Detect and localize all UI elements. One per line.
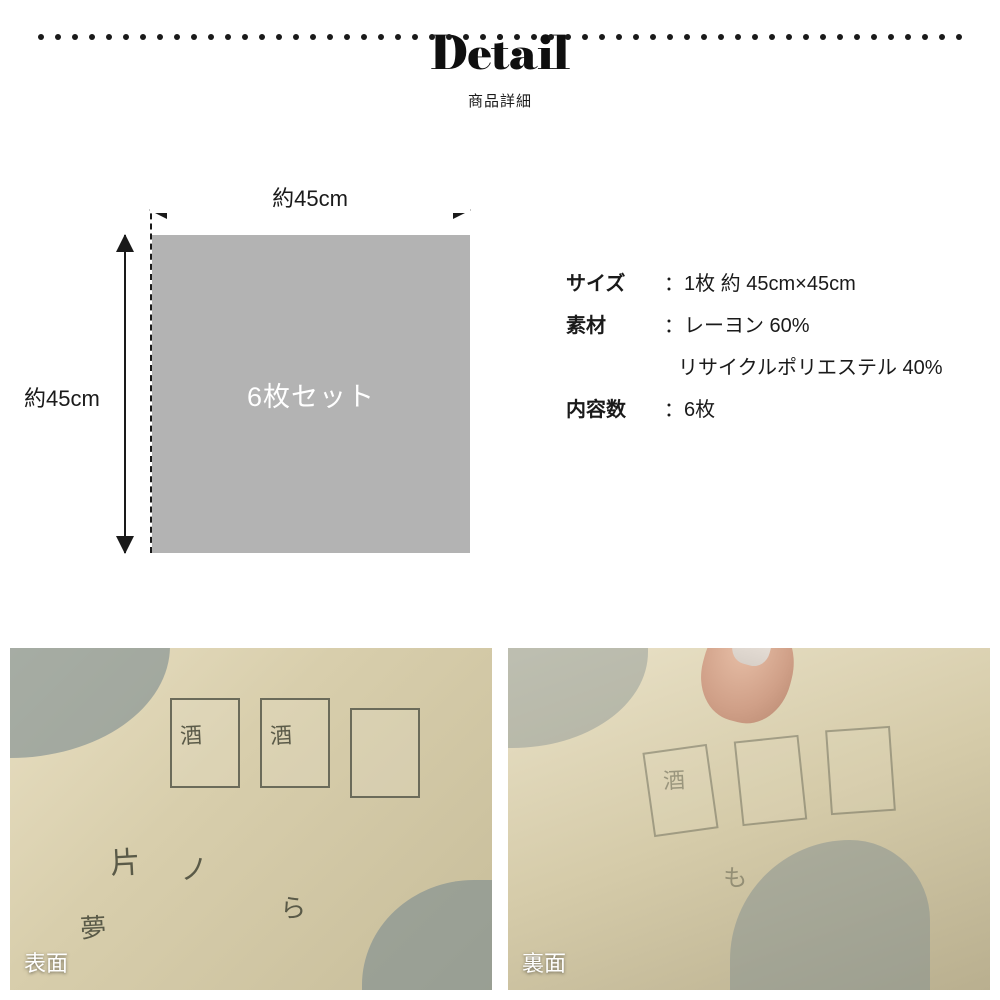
texture-stamp-box <box>734 735 808 826</box>
texture-kanji-mark: 夢 <box>79 907 107 945</box>
title-japanese: 商品詳細 <box>0 90 1000 111</box>
texture-stamp-box <box>350 708 420 798</box>
texture-kanji-mark: ら <box>279 887 307 925</box>
photo-back-surface: 酒 も 裏面 <box>508 648 990 990</box>
spec-value-material-1: レーヨン 60% <box>684 305 810 347</box>
hand-thumb <box>690 648 805 733</box>
header-section: Detail 商品詳細 <box>0 0 1000 111</box>
texture-kanji-mark: 酒 <box>662 762 686 795</box>
texture-kanji-mark: も <box>722 857 748 893</box>
spec-separator: ： <box>664 389 684 431</box>
texture-blue-patch <box>362 880 492 990</box>
spec-list: サイズ ： 1枚 約 45cm×45cm 素材 ： レーヨン 60% リサイクル… <box>566 263 943 431</box>
texture-blue-patch <box>508 648 648 748</box>
texture-blue-patch <box>10 648 170 758</box>
spec-label-quantity: 内容数 <box>566 389 664 431</box>
spec-value-material-2: リサイクルポリエステル 40% <box>678 347 943 389</box>
photo-front-surface: 酒 酒 片 ノ 夢 ら 表面 <box>10 648 492 990</box>
decorative-dots-right <box>497 34 962 40</box>
decorative-dots-left <box>38 34 503 40</box>
spec-value-quantity: 6枚 <box>684 389 715 431</box>
specification-area: 約45cm 約45cm 6枚セット サイズ ： 1枚 約 45cm×45cm 素… <box>0 171 1000 611</box>
dimension-label-width: 約45cm <box>150 181 470 213</box>
spec-label-size: サイズ <box>566 263 664 305</box>
spec-separator: ： <box>664 305 684 347</box>
spec-row-material-2: リサイクルポリエステル 40% <box>566 347 943 389</box>
spec-label-material: 素材 <box>566 305 664 347</box>
hand-nail <box>728 648 776 670</box>
spec-separator: ： <box>664 263 684 305</box>
texture-stamp-box <box>825 726 896 815</box>
square-set-label: 6枚セット <box>247 375 375 414</box>
texture-kanji-mark: 酒 <box>179 717 203 750</box>
texture-kanji-mark: ノ <box>179 847 209 888</box>
title-english: Detail <box>0 18 1000 88</box>
texture-kanji-mark: 酒 <box>269 717 293 750</box>
photo-caption-front: 表面 <box>24 946 68 978</box>
texture-blue-patch <box>730 840 930 990</box>
spec-value-size: 1枚 約 45cm×45cm <box>684 263 856 305</box>
dimension-arrow-height <box>124 235 126 553</box>
dimension-label-height: 約45cm <box>24 381 100 413</box>
spec-row-material: 素材 ： レーヨン 60% <box>566 305 943 347</box>
spec-row-size: サイズ ： 1枚 約 45cm×45cm <box>566 263 943 305</box>
photo-comparison-area: 酒 酒 片 ノ 夢 ら 表面 酒 も 裏面 <box>0 648 1000 1000</box>
photo-caption-back: 裏面 <box>522 946 566 978</box>
product-square: 6枚セット <box>152 235 470 553</box>
spec-row-quantity: 内容数 ： 6枚 <box>566 389 943 431</box>
size-diagram: 約45cm 約45cm 6枚セット <box>30 171 470 591</box>
texture-kanji-mark: 片 <box>109 837 141 883</box>
